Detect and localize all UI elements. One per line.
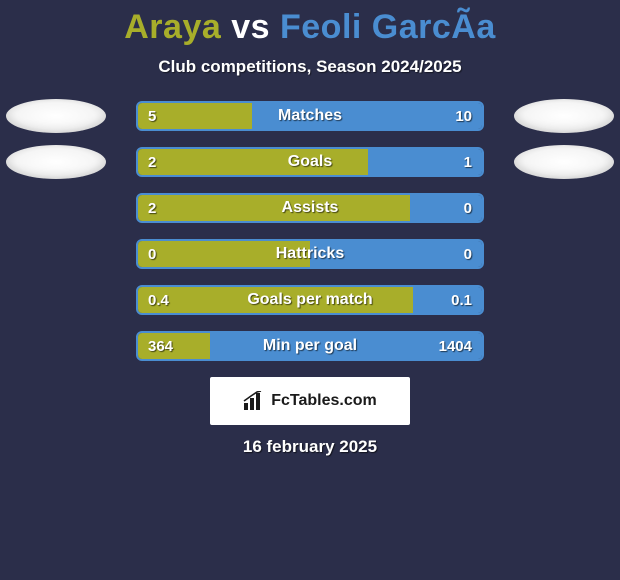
player2-avatar bbox=[514, 99, 614, 133]
bar-segment-left bbox=[138, 287, 413, 313]
bar-segment-left bbox=[138, 149, 368, 175]
player2-avatar bbox=[514, 145, 614, 179]
stat-bar: 510Matches bbox=[136, 101, 484, 131]
stat-row: 20Assists bbox=[0, 193, 620, 223]
bar-segment-right bbox=[310, 241, 482, 267]
bar-segment-right bbox=[252, 103, 482, 129]
bar-segment-left bbox=[138, 333, 210, 359]
stat-row: 00Hattricks bbox=[0, 239, 620, 269]
stat-row: 3641404Min per goal bbox=[0, 331, 620, 361]
stat-bar: 3641404Min per goal bbox=[136, 331, 484, 361]
subtitle: Club competitions, Season 2024/2025 bbox=[0, 57, 620, 77]
comparison-card: Araya vs Feoli GarcÃ­a Club competitions… bbox=[0, 0, 620, 457]
date-text: 16 february 2025 bbox=[0, 437, 620, 457]
stat-row: 21Goals bbox=[0, 147, 620, 177]
player1-avatar bbox=[6, 99, 106, 133]
player1-avatar bbox=[6, 145, 106, 179]
bar-segment-right bbox=[410, 195, 482, 221]
stat-bar: 00Hattricks bbox=[136, 239, 484, 269]
stat-row: 510Matches bbox=[0, 101, 620, 131]
bar-segment-left bbox=[138, 241, 310, 267]
player2-name: Feoli GarcÃ­a bbox=[280, 8, 496, 46]
stat-bar: 0.40.1Goals per match bbox=[136, 285, 484, 315]
logo-text: FcTables.com bbox=[271, 392, 377, 410]
comparison-chart: 510Matches 21Goals 20Assists 00Hattricks 0.4… bbox=[0, 101, 620, 361]
bar-segment-right bbox=[210, 333, 482, 359]
vs-text: vs bbox=[231, 8, 270, 46]
bar-segment-right bbox=[413, 287, 482, 313]
page-title: Araya vs Feoli GarcÃ­a bbox=[0, 8, 620, 47]
bar-segment-left bbox=[138, 103, 252, 129]
bar-segment-left bbox=[138, 195, 410, 221]
bars-icon bbox=[243, 391, 265, 411]
player1-name: Araya bbox=[124, 8, 221, 46]
stat-bar: 21Goals bbox=[136, 147, 484, 177]
logo-box[interactable]: FcTables.com bbox=[210, 377, 410, 425]
stat-bar: 20Assists bbox=[136, 193, 484, 223]
stat-row: 0.40.1Goals per match bbox=[0, 285, 620, 315]
bar-segment-right bbox=[368, 149, 482, 175]
